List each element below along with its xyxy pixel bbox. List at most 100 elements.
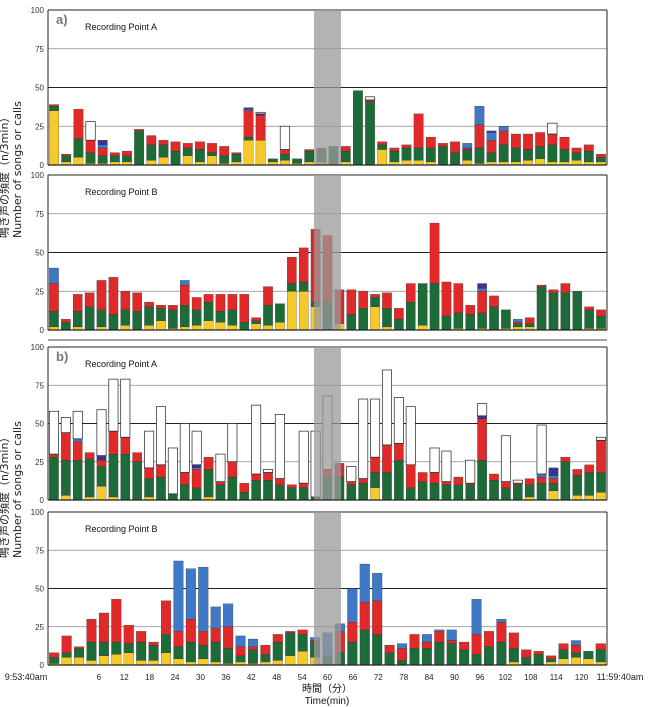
x-tick-label: 24 [171,673,180,682]
bar-segment-green [72,311,83,328]
bar-segment-white [370,398,381,458]
bar-segment-green [251,320,261,324]
bar-segment-yellow [156,320,166,331]
x-end-label: 11:59:40am [597,672,644,682]
bar-segment-navy [243,107,254,110]
bar-segment-red [413,113,424,149]
bar-segment-red [446,640,457,644]
bar-segment-yellow [377,149,388,166]
bar-segment-white [191,430,202,466]
y-axis-label-top: 鳴き声の頻度（n/3min） Number of songs or calls [0,101,24,238]
bar-segment-green [61,652,72,658]
bar-segment-green [168,309,178,329]
bar-segment-green [459,649,470,666]
bar-segment-green [144,478,154,498]
bar-segment-yellow [227,325,238,331]
x-tick-label: 30 [196,673,205,682]
y-tick-label: 50 [35,249,44,258]
bar-segment-green [394,319,404,331]
bar-segment-green [134,130,145,166]
bar-segment-yellow [572,495,583,501]
bar-segment-red [109,152,120,156]
bar-segment-green [263,305,273,326]
bar-segment-green [429,283,440,331]
bar-segment-red [524,478,535,485]
bar-segment-red [471,634,482,655]
bar-segment-yellow [297,651,308,666]
bar-segment-green [109,155,120,163]
bar-segment-red [462,147,473,150]
bar-segment-red [72,441,83,461]
bar-segment-green [521,657,532,666]
bar-segment-white [441,450,452,482]
bar-segment-green [570,652,581,658]
bar-segment-green [346,484,357,501]
bar-segment-blue [513,319,523,323]
bar-segment-green [161,634,171,653]
bar-segment-green [536,286,547,331]
bar-segment-green [583,150,594,163]
x-tick-label: 90 [450,673,459,682]
bar-segment-red [108,431,119,455]
bar-segment-yellow [548,490,559,501]
panel-title: Recording Point B [85,524,158,534]
bar-segment-red [84,452,95,459]
bar-segment-yellow [61,495,71,501]
bar-segment-red [570,644,581,653]
bar-segment-green [596,472,606,493]
bar-segment-green [120,453,131,501]
bar-segment-navy [97,140,108,145]
bar-segment-green [347,641,358,666]
bar-segment-red [438,143,448,147]
bar-segment-green [132,461,142,501]
x-tick-label: 84 [425,673,434,682]
bar-segment-navy [477,415,487,420]
bar-segment-red [521,649,532,658]
bar-segment-green [536,483,547,501]
bar-segment-red [85,140,96,153]
x-tick-label: 108 [524,673,538,682]
bar-segment-green [84,458,95,498]
y-axis-label-en: Number of songs or calls [11,421,24,558]
bar-segment-white [274,413,285,479]
bar-segment-white [255,111,266,115]
bar-segment-red [572,469,583,476]
bar-segment-white [60,417,71,434]
bar-segment-navy [486,130,497,133]
bar-segment-green [158,144,169,158]
bar-segment-green [560,292,571,331]
bar-segment-green [156,308,166,321]
bar-segment-red [384,644,395,653]
bar-segment-green [180,484,190,501]
bar-segment-blue [421,634,432,643]
section-label: a) [56,12,68,27]
bar-segment-red [272,634,283,643]
bar-segment-red [596,309,606,317]
bar-segment-green [572,475,583,496]
y-axis-label-bottom: 鳴き声の頻度（n/3min） Number of songs or calls [0,421,24,558]
bar-segment-navy [477,283,487,289]
bar-segment-red [546,655,557,660]
bar-segment-yellow [413,160,424,166]
bar-segment-green [559,149,570,163]
bar-segment-blue [180,280,190,286]
bar-segment-yellow [173,658,184,666]
bar-segment-green [535,146,546,159]
bar-segment-blue [372,573,383,601]
bar-segment-green [304,150,315,163]
bar-segment-green [409,648,420,666]
bar-segment-green [547,144,558,163]
bar-segment-green [523,149,533,161]
bar-segment-green [417,481,428,501]
bar-segment-green [267,158,278,163]
bar-segment-green [453,312,464,329]
bar-segment-red [535,132,546,147]
bar-segment-white [381,369,392,446]
bar-segment-red [513,322,523,324]
bar-segment-blue [471,599,482,635]
bar-segment-white [251,404,262,475]
bar-segment-yellow [263,325,273,331]
bar-segment-green [97,155,108,164]
bar-segment-red [191,297,202,310]
